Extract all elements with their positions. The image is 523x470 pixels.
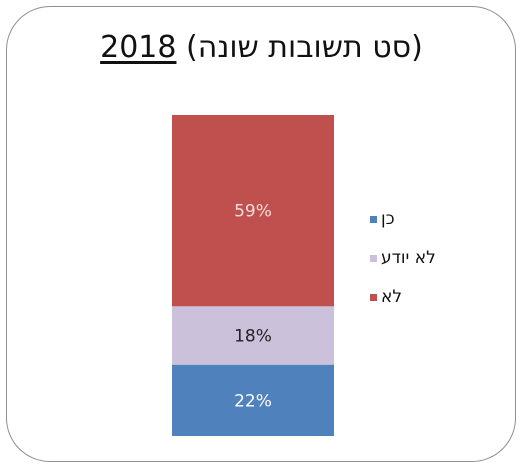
legend-item-no: לא — [370, 286, 490, 308]
legend-swatch-no — [370, 293, 377, 301]
chart-title-year: 2018 — [100, 30, 177, 65]
data-label-dont-know: 18% — [234, 326, 272, 346]
bar-stack: 22% 18% 59% — [172, 115, 334, 436]
legend-label-no: לא — [381, 287, 403, 307]
chart-legend: כן לא יודע לא — [370, 208, 490, 325]
legend-swatch-dont-know — [370, 254, 377, 262]
data-label-no: 59% — [234, 202, 272, 222]
legend-item-dont-know: לא יודע — [370, 247, 490, 269]
legend-label-dont-know: לא יודע — [381, 248, 436, 268]
legend-label-yes: כן — [381, 209, 395, 229]
bar-segment-dont-know — [172, 306, 334, 365]
bar-segment-no — [172, 115, 334, 307]
chart-title: 2018 (סט תשובות שונה) — [0, 30, 523, 65]
legend-item-yes: כן — [370, 208, 490, 230]
chart-title-subtitle: (סט תשובות שונה) — [186, 30, 423, 65]
legend-swatch-yes — [370, 215, 377, 223]
bar-segment-yes — [172, 364, 334, 436]
data-label-yes: 22% — [234, 391, 272, 411]
